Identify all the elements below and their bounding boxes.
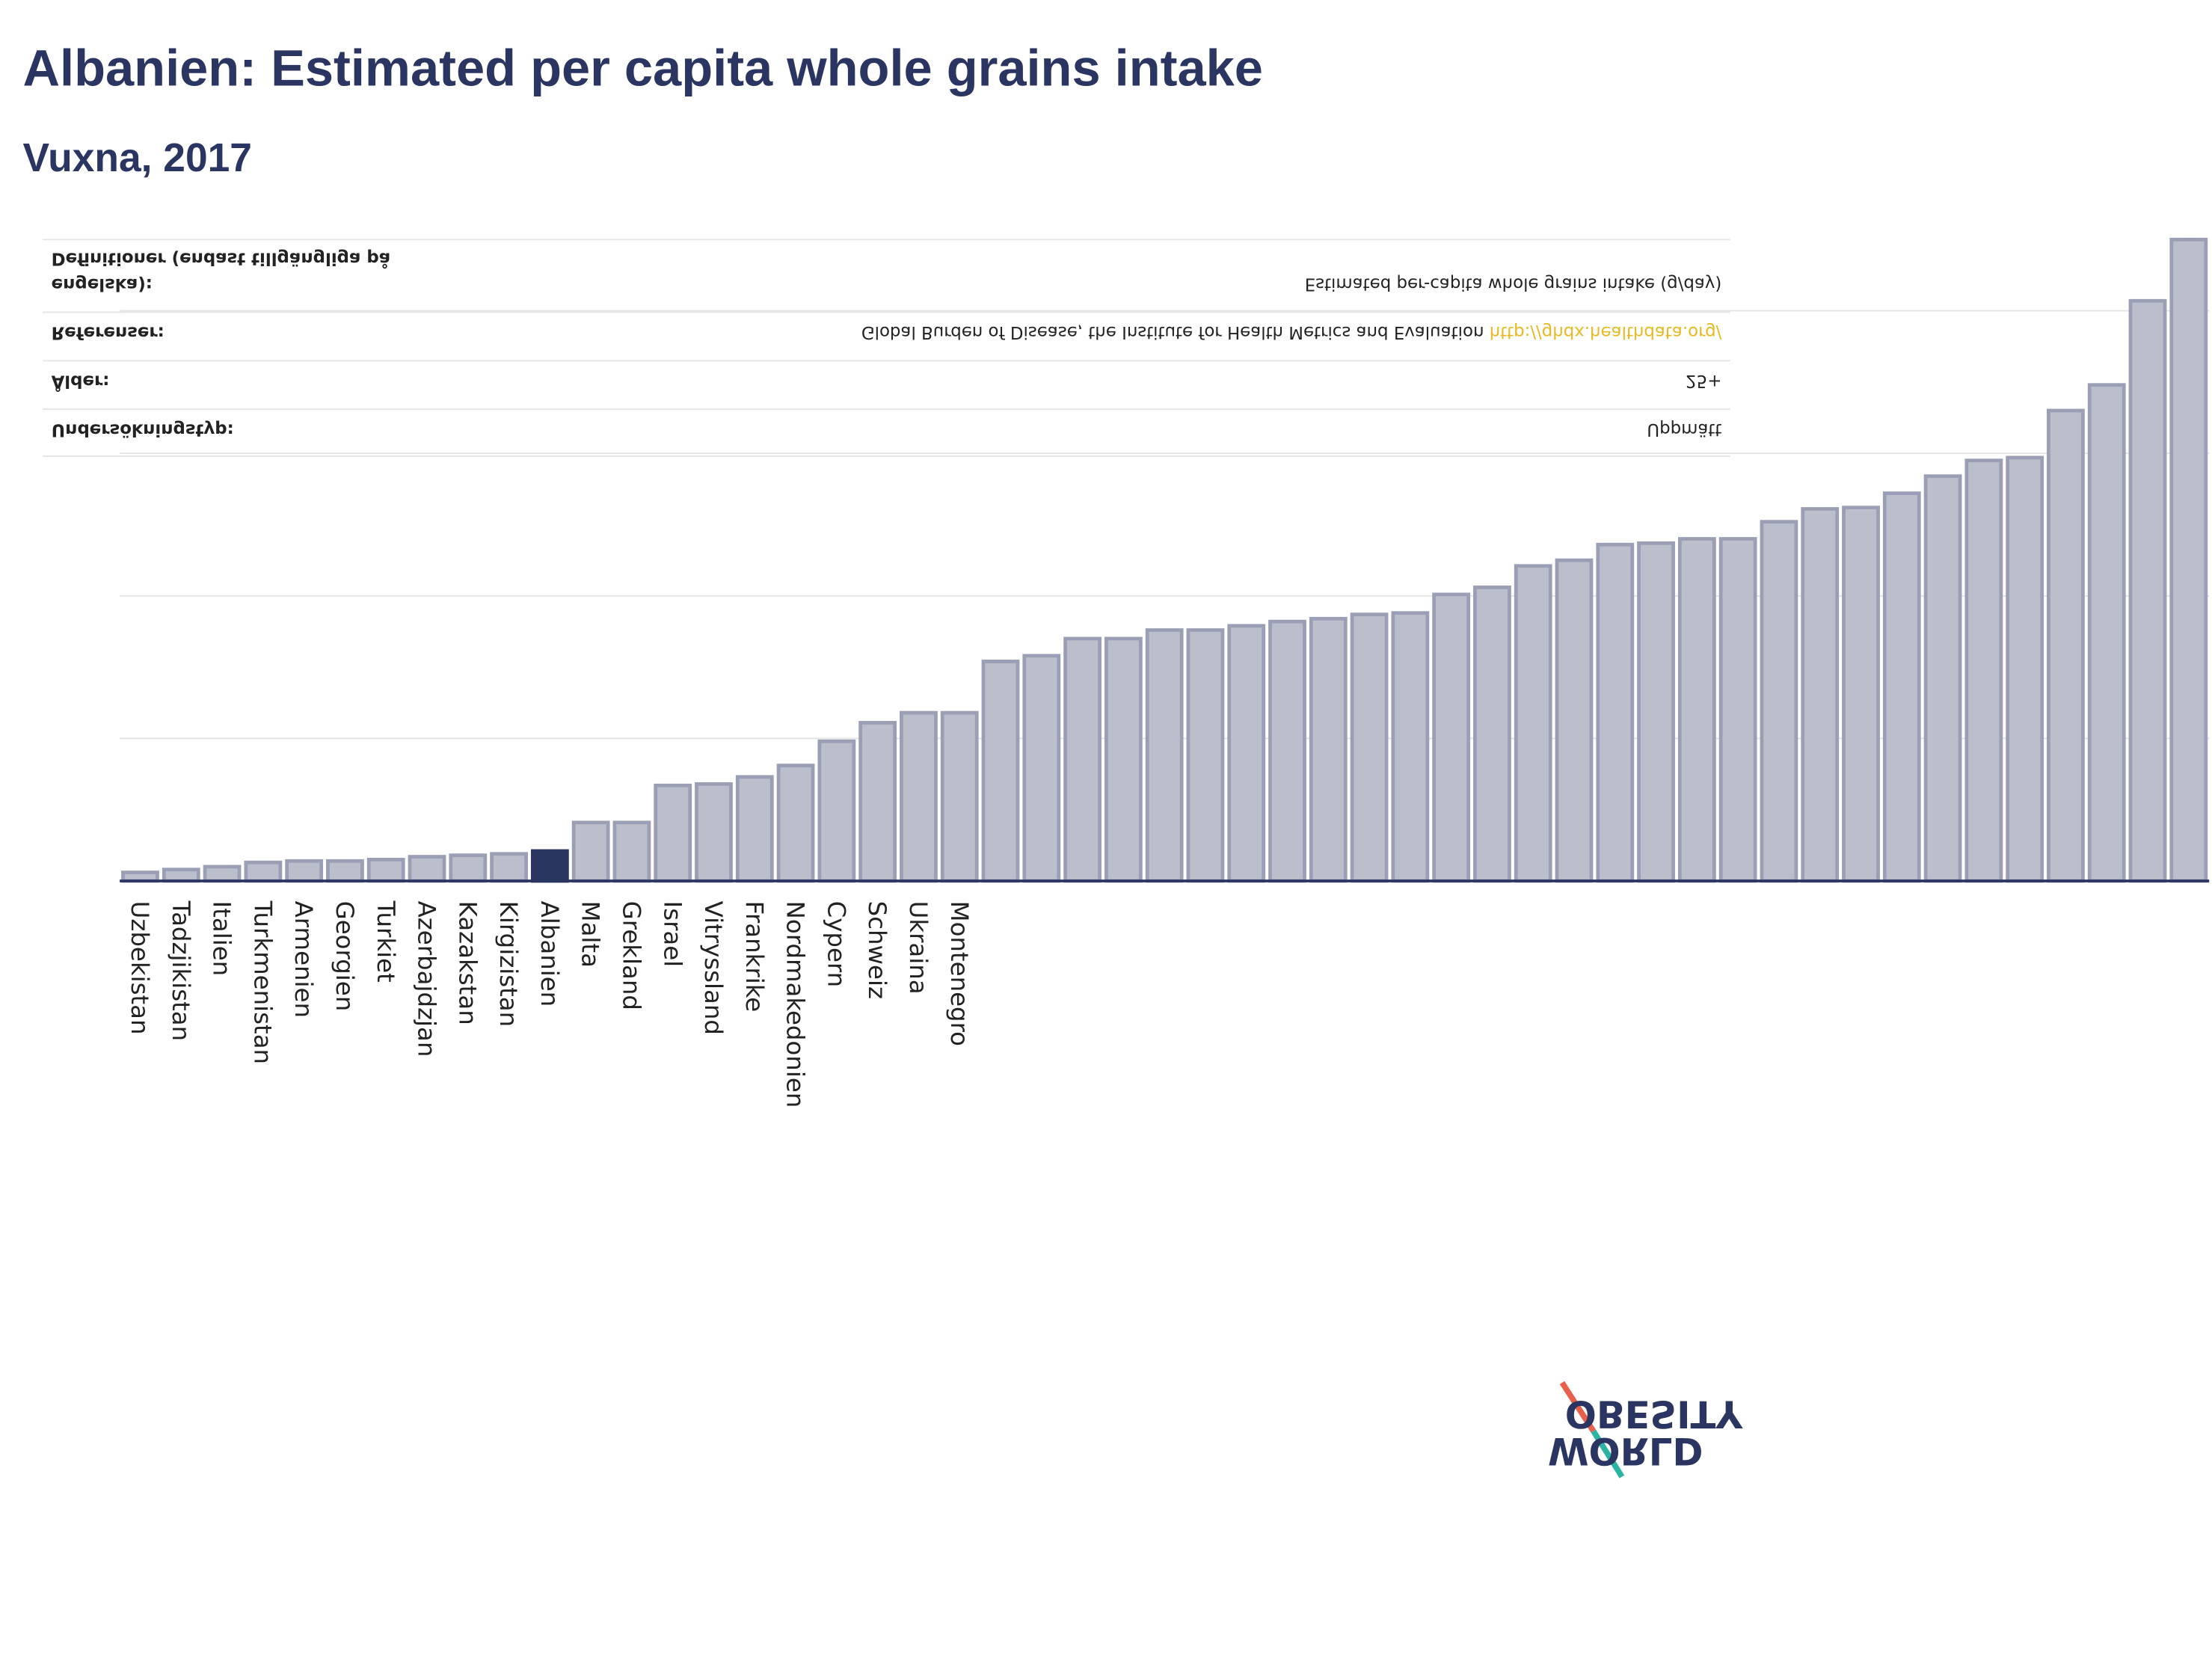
x-tick-label: Turkmenistan [248, 900, 277, 1064]
table-label: Undersökningstyp: [52, 420, 234, 439]
bar [1391, 611, 1430, 883]
bar [1022, 654, 1061, 883]
bar [2169, 237, 2208, 883]
info-table: Definitioner (endast tillgängliga på enge… [43, 239, 1730, 457]
bar [203, 865, 242, 883]
logo-stroke [1559, 1381, 1597, 1433]
table-value: 25+ [1686, 371, 1721, 390]
bar [1145, 628, 1184, 883]
x-tick-label: Montenegro [945, 901, 974, 1046]
x-tick-label: Frankrike [740, 901, 769, 1013]
bar [1350, 612, 1389, 883]
table-value: Uppmätt [1647, 420, 1721, 439]
bar [817, 739, 856, 883]
x-tick-label: Italien [208, 901, 236, 977]
bar [1473, 585, 1511, 883]
chart-subtitle: Vuxna, 2017 [22, 136, 252, 180]
bar [1227, 624, 1266, 883]
bar [858, 721, 897, 883]
x-tick-label: Ukraina [904, 901, 933, 995]
bar [1637, 541, 1675, 883]
x-tick-label: Nordmakedonien [781, 901, 810, 1108]
bar [1760, 520, 1798, 883]
bar [612, 820, 651, 883]
x-tick-label: Kirgizistan [494, 901, 523, 1028]
bar [1882, 491, 1921, 883]
bar [408, 855, 446, 883]
bar [695, 782, 733, 883]
logo-text: WORLD [1548, 1429, 1703, 1473]
x-tick-label: Turkiet [372, 900, 400, 983]
table-label: Referenser: [52, 323, 165, 343]
bar [1842, 506, 1880, 883]
bar [2128, 298, 2167, 883]
bar [244, 860, 283, 883]
x-tick-label: Grekland [617, 901, 645, 1010]
x-tick-label: Georgien [331, 901, 359, 1012]
bar [1432, 592, 1471, 883]
table-value-text: 25+ [1686, 371, 1721, 390]
bar [1923, 474, 1962, 883]
bar [2047, 408, 2085, 883]
bar [1964, 458, 2003, 883]
x-tick-label: Kazakstan [453, 901, 482, 1025]
x-tick-label: Albanien [535, 901, 564, 1007]
table-label: Ålder: [52, 371, 110, 392]
bar [1268, 619, 1306, 883]
x-tick-label: Cypern [822, 901, 850, 988]
bar [285, 859, 324, 883]
x-tick-label: Uzbekistan [126, 901, 154, 1035]
bar [366, 858, 405, 883]
bar [940, 710, 979, 883]
table-link[interactable]: http://ghdx.healthdata.org/ [1490, 323, 1722, 343]
x-tick-label: Schweiz [863, 901, 891, 999]
bar [571, 820, 610, 883]
logo-text: OBESITY [1565, 1392, 1744, 1435]
bar [654, 783, 692, 883]
bar [162, 868, 200, 883]
bar [1718, 537, 1757, 883]
bar [1104, 636, 1143, 883]
bar [490, 852, 528, 883]
x-tick-label: Malta [577, 901, 605, 968]
table-value-text: Uppmätt [1647, 420, 1721, 439]
bar [900, 710, 938, 883]
x-tick-label: Tadzjikistan [167, 900, 195, 1042]
bar [735, 775, 774, 883]
bar [326, 859, 364, 883]
table-value: Global Burden of Disease, the Institute … [861, 323, 1722, 343]
bar [1677, 537, 1716, 883]
logo-stroke [1591, 1429, 1625, 1479]
bar [776, 764, 815, 883]
bar [530, 849, 569, 883]
bar [2087, 383, 2126, 883]
x-tick-label: Israel [658, 901, 686, 968]
bar [1186, 628, 1225, 883]
bar [1063, 636, 1102, 883]
table-value: Estimated per-capita whole grains intake… [1305, 274, 1722, 294]
bar [1596, 542, 1635, 883]
bar [1801, 507, 1840, 883]
bar [1514, 564, 1552, 883]
bar [981, 660, 1020, 883]
x-tick-label: Azerbajdzjan [413, 901, 441, 1057]
table-label: Definitioner (endast tillgängliga på [52, 249, 391, 269]
x-tick-label: Armenien [289, 901, 318, 1018]
table-value-text: Global Burden of Disease, the Institute … [861, 323, 1490, 343]
bar [2006, 455, 2044, 883]
x-tick-label: Vitryssland [699, 901, 728, 1035]
table-value-text: Estimated per-capita whole grains intake… [1305, 274, 1722, 294]
bar [449, 853, 488, 883]
table-label: engelska): [52, 274, 153, 294]
chart-title: Albanien: Estimated per capita whole gra… [22, 39, 1262, 96]
bar [1309, 616, 1348, 883]
bar [1555, 558, 1594, 883]
